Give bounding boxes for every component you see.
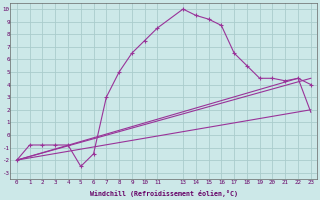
X-axis label: Windchill (Refroidissement éolien,°C): Windchill (Refroidissement éolien,°C): [90, 190, 238, 197]
